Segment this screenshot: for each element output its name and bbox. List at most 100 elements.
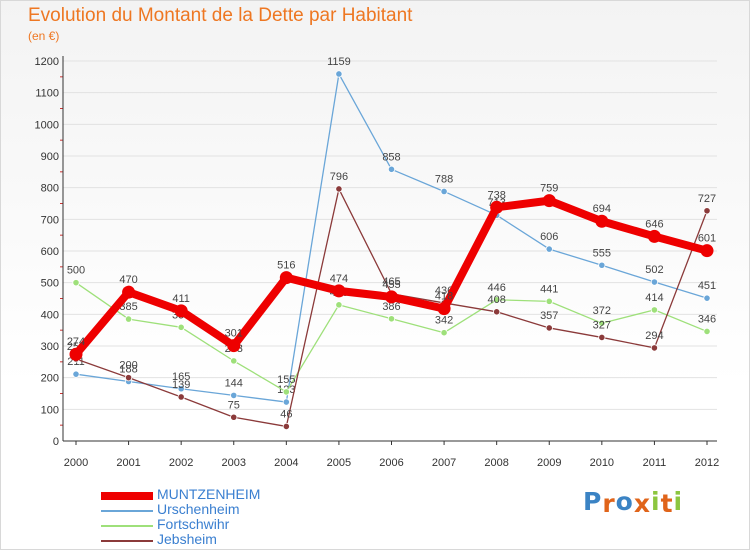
data-point-muntzenheim <box>385 290 398 304</box>
data-point-fortschwihr <box>335 301 343 309</box>
data-point-muntzenheim <box>332 284 346 298</box>
data-label-muntzenheim: 411 <box>172 293 190 305</box>
data-label-urschenheim: 1159 <box>327 56 351 68</box>
logo-letter: x <box>633 489 651 518</box>
data-label-urschenheim: 606 <box>540 231 558 243</box>
data-label-urschenheim: 788 <box>435 173 453 185</box>
data-label-urschenheim: 858 <box>382 151 400 163</box>
data-point-muntzenheim <box>174 304 188 318</box>
x-tick-label: 2006 <box>379 457 403 469</box>
x-tick-label: 2009 <box>537 457 561 469</box>
logo-letter: i <box>651 487 661 516</box>
data-label-fortschwihr: 346 <box>698 313 716 325</box>
data-label-jebsheim: 46 <box>280 408 292 420</box>
x-tick-label: 2008 <box>484 457 508 469</box>
data-label-muntzenheim: 418 <box>435 291 453 303</box>
y-tick-label: 700 <box>41 214 59 226</box>
data-point-jebsheim <box>230 413 238 421</box>
data-point-jebsheim <box>650 344 659 352</box>
data-point-urschenheim <box>545 245 553 253</box>
data-point-urschenheim <box>650 278 659 286</box>
x-tick-label: 2000 <box>64 457 88 469</box>
chart-title: Evolution du Montant de la Dette par Hab… <box>28 5 413 26</box>
legend: MUNTZENHEIM Urschenheim Fortschwihr Jebshei… <box>101 486 301 548</box>
data-point-urschenheim <box>230 391 238 399</box>
data-point-fortschwihr <box>177 323 185 331</box>
data-label-fortschwihr: 441 <box>540 283 558 295</box>
x-tick-label: 2003 <box>222 457 246 469</box>
data-label-jebsheim: 139 <box>172 379 190 391</box>
x-tick-label: 2005 <box>327 457 351 469</box>
data-point-muntzenheim <box>542 194 556 208</box>
x-tick-label: 2011 <box>643 457 667 469</box>
y-tick-label: 1100 <box>35 88 59 100</box>
data-point-fortschwihr <box>124 315 133 323</box>
data-point-muntzenheim <box>279 271 293 285</box>
data-label-jebsheim: 465 <box>382 276 400 288</box>
data-label-urschenheim: 188 <box>119 363 137 375</box>
data-label-urschenheim: 165 <box>172 371 190 383</box>
data-point-muntzenheim <box>595 214 609 228</box>
legend-item: MUNTZENHEIM <box>101 486 301 503</box>
data-point-fortschwihr <box>493 296 501 304</box>
legend-item: Urschenheim <box>101 502 301 518</box>
data-point-fortschwihr <box>230 357 238 365</box>
y-tick-label: 0 <box>53 436 59 448</box>
y-tick-label: 900 <box>41 151 59 163</box>
data-point-urschenheim <box>440 187 448 196</box>
data-label-urschenheim: 502 <box>645 264 663 276</box>
data-point-muntzenheim <box>122 285 136 299</box>
data-label-muntzenheim: 694 <box>593 203 611 215</box>
y-tick-label: 400 <box>41 309 59 321</box>
logo-letter: P <box>583 487 603 516</box>
x-tick-label: 2012 <box>695 457 719 469</box>
data-point-jebsheim <box>177 393 185 401</box>
data-label-muntzenheim: 301 <box>225 328 243 340</box>
legend-swatch <box>101 524 153 527</box>
data-point-jebsheim <box>493 308 501 316</box>
data-point-jebsheim <box>124 374 133 382</box>
data-point-urschenheim <box>387 165 396 173</box>
legend-label: MUNTZENHEIM <box>157 486 261 502</box>
data-point-muntzenheim <box>490 200 504 214</box>
data-point-muntzenheim <box>647 229 661 243</box>
data-point-muntzenheim <box>700 244 714 258</box>
data-point-urschenheim <box>282 398 290 406</box>
data-point-urschenheim <box>335 70 343 78</box>
data-point-fortschwihr <box>282 388 290 396</box>
data-point-jebsheim <box>598 333 606 342</box>
data-point-fortschwihr <box>703 327 711 336</box>
data-label-fortschwihr: 500 <box>67 265 85 277</box>
data-point-urschenheim <box>598 261 606 269</box>
legend-swatch <box>101 491 153 500</box>
data-label-fortschwihr: 385 <box>119 301 137 313</box>
data-point-jebsheim <box>335 185 343 193</box>
logo-letter: o <box>615 487 634 516</box>
data-label-urschenheim: 555 <box>593 247 611 259</box>
logo-letter: t <box>660 489 674 518</box>
y-tick-label: 100 <box>41 404 59 416</box>
legend-swatch <box>101 509 153 512</box>
data-label-fortschwihr: 446 <box>487 282 505 294</box>
y-tick-label: 1200 <box>35 56 59 68</box>
logo-letter: r <box>602 489 616 518</box>
data-point-fortschwihr <box>387 315 396 323</box>
x-tick-label: 2010 <box>590 457 614 469</box>
series-line-urschenheim <box>75 73 708 403</box>
data-point-urschenheim <box>72 370 80 378</box>
y-tick-label: 1000 <box>35 119 59 131</box>
proxiti-logo: Proxiti <box>583 487 683 518</box>
legend-swatch <box>101 539 153 542</box>
data-point-fortschwihr <box>72 279 80 287</box>
data-point-muntzenheim <box>69 347 83 361</box>
legend-label: Fortschwihr <box>157 516 230 532</box>
data-label-urschenheim: 144 <box>225 377 243 389</box>
y-tick-label: 600 <box>41 246 59 258</box>
data-label-fortschwihr: 155 <box>277 374 295 386</box>
data-label-muntzenheim: 474 <box>330 273 348 285</box>
data-label-jebsheim: 327 <box>593 319 611 331</box>
data-point-muntzenheim <box>227 339 241 353</box>
y-tick-label: 800 <box>41 183 59 195</box>
